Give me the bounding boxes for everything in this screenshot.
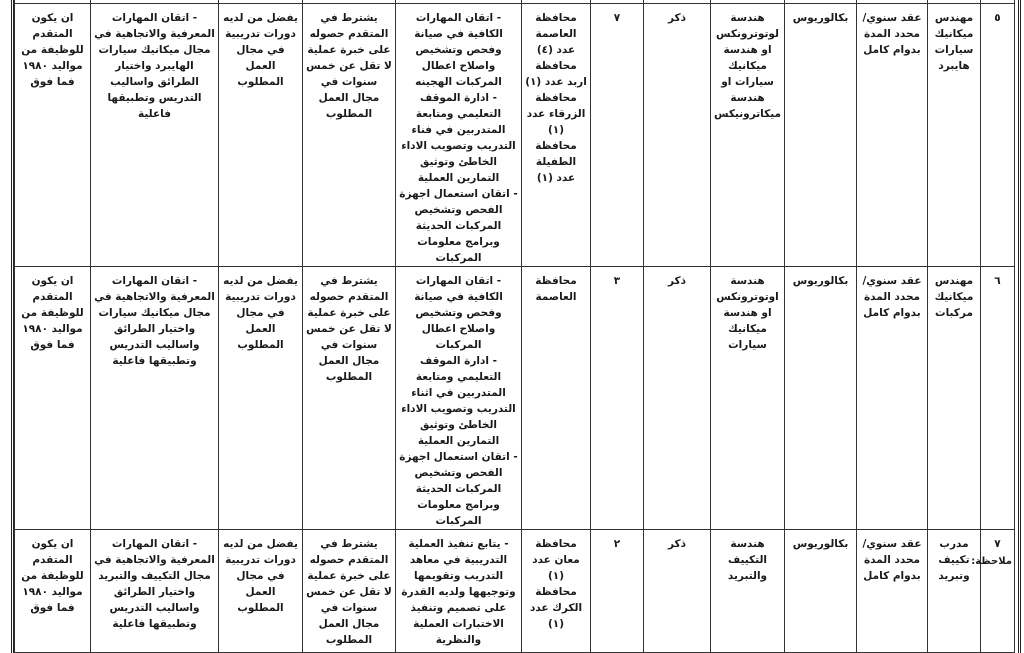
specialization: هندسة لوتوترونكس او هندسة ميكانيك سيارات… [710,3,785,267]
age-requirement: ان يكون المتقدم للوظيفة من مواليد ١٩٨٠ ف… [14,529,91,653]
courses: يفضل من لديه دورات تدريبية في مجال العمل… [218,529,303,653]
specialization: هندسة اوتوترونكس او هندسة ميكانيك سيارات [710,266,785,530]
job-title: مدرب تكييف وتبريد [927,529,981,653]
age-requirement: ان يكون المتقدم للوظيفة من مواليد ١٩٨٠ ف… [14,3,91,267]
vacancy-count: ٧ [590,3,644,267]
contract-type: عقد سنوي/ محدد المدة بدوام كامل [856,3,928,267]
qualification: بكالوريوس [784,529,857,653]
qualification: بكالوريوس [784,3,857,267]
vacancy-count: ٢ [590,529,644,653]
vacancy-count: ٣ [590,266,644,530]
qualification: بكالوريوس [784,266,857,530]
jobs-table-container: ٥ مهندس ميكانيك سيارات هايبرد عقد سنوي/ … [11,0,1021,653]
job-title: مهندس ميكانيك مركبات [927,266,981,530]
duties: - اتقان المهارات الكافية في صيانة وفحص و… [395,266,522,530]
table-row: ٧ مدرب تكييف وتبريد عقد سنوي/ محدد المدة… [14,529,1015,653]
specialization: هندسة التكييف والتبريد [710,529,785,653]
location: محافظة العاصمة [521,266,591,530]
contract-type: عقد سنوي/ محدد المدة بدوام كامل [856,529,928,653]
skills: - اتقان المهارات المعرفية والاتجاهية في … [90,266,219,530]
table-row: ٦ مهندس ميكانيك مركبات عقد سنوي/ محدد ال… [14,266,1015,530]
footer-note: ملاحظة: [971,556,1012,567]
age-requirement: ان يكون المتقدم للوظيفة من مواليد ١٩٨٠ ف… [14,266,91,530]
skills: - اتقان المهارات المعرفية والاتجاهية في … [90,529,219,653]
row-number: ٧ [980,529,1015,653]
row-number: ٥ [980,3,1015,267]
gender: ذكر [643,266,711,530]
duties: - اتقان المهارات الكافية في صيانة وفحص و… [395,3,522,267]
skills: - اتقان المهارات المعرفية والاتجاهية في … [90,3,219,267]
table-row: ٥ مهندس ميكانيك سيارات هايبرد عقد سنوي/ … [14,3,1015,267]
gender: ذكر [643,529,711,653]
experience: يشترط في المتقدم حصوله على خبرة عملية لا… [302,266,396,530]
job-title: مهندس ميكانيك سيارات هايبرد [927,3,981,267]
jobs-table: ٥ مهندس ميكانيك سيارات هايبرد عقد سنوي/ … [14,0,1015,653]
experience: يشترط في المتقدم حصوله على خبرة عملية لا… [302,3,396,267]
row-number: ٦ [980,266,1015,530]
location: محافظة معان عدد (١) محافظة الكرك عدد (١) [521,529,591,653]
gender: ذكر [643,3,711,267]
courses: يفضل من لديه دورات تدريبية في مجال العمل… [218,3,303,267]
duties: - يتابع تنفيذ العملية التدريبية في معاهد… [395,529,522,653]
contract-type: عقد سنوي/ محدد المدة بدوام كامل [856,266,928,530]
courses: يفضل من لديه دورات تدريبية في مجال العمل… [218,266,303,530]
experience: يشترط في المتقدم حصوله على خبرة عملية لا… [302,529,396,653]
location: محافظة العاصمة عدد (٤) محافظة اربد عدد (… [521,3,591,267]
